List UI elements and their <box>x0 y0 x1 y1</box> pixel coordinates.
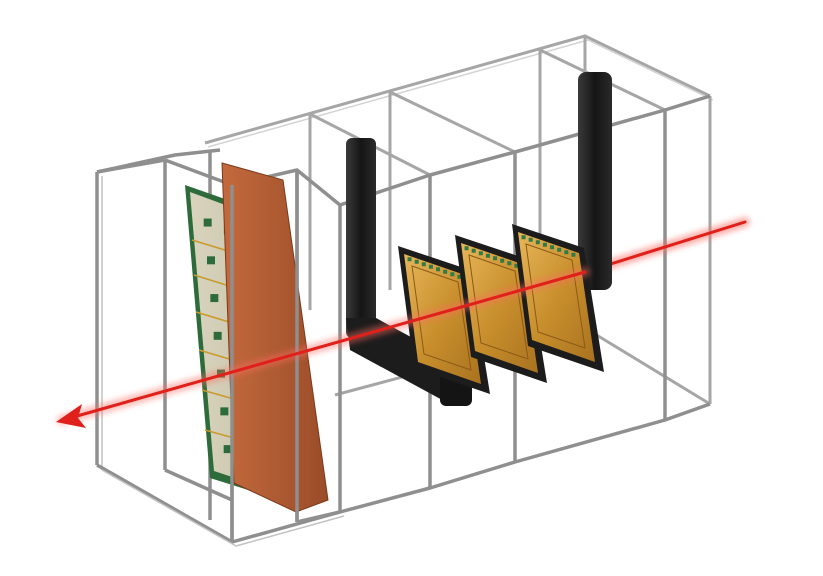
sensor-pad <box>220 407 229 416</box>
bond-pad <box>428 264 433 269</box>
pixel-matrix-outline <box>468 254 529 360</box>
bond-pad <box>550 245 555 250</box>
bond-pad <box>528 237 533 242</box>
bond-pad <box>478 251 483 256</box>
bond-pad <box>464 246 469 251</box>
bond-pad <box>407 257 412 262</box>
bond-pad <box>514 263 519 268</box>
sensor-pad <box>213 331 222 340</box>
bond-pad <box>571 252 576 257</box>
bond-pad <box>485 253 490 258</box>
bond-pad <box>507 261 512 266</box>
bond-pad <box>557 247 562 252</box>
bond-pad <box>535 240 540 245</box>
bond-pad <box>493 256 498 261</box>
frame-front-posts <box>230 170 299 542</box>
bond-pad <box>414 259 419 264</box>
bond-pad <box>500 258 505 263</box>
bond-pad <box>564 250 569 255</box>
pixel-matrix-outline <box>525 243 586 349</box>
sensor-pad <box>210 294 219 303</box>
bond-pad <box>443 269 448 274</box>
sensor-pad <box>223 445 232 454</box>
pixel-matrix-outline <box>411 265 472 371</box>
bond-pad <box>521 235 526 240</box>
absorber-plate <box>221 162 329 513</box>
bond-pad <box>450 272 455 277</box>
beam-arrowhead-icon <box>56 404 86 428</box>
bond-pad <box>436 267 441 272</box>
bond-pad <box>542 242 547 247</box>
pixel-detector-planes <box>398 224 604 394</box>
bond-pad <box>421 262 426 267</box>
sensor-pad <box>203 218 212 227</box>
bond-pad <box>471 248 476 253</box>
sensor-pad <box>207 256 215 265</box>
pixel-plane <box>512 224 604 372</box>
bond-pad <box>457 274 462 279</box>
beam-front-segment <box>56 267 590 428</box>
support-arm-right <box>578 72 612 290</box>
support-arm-left <box>346 138 472 406</box>
